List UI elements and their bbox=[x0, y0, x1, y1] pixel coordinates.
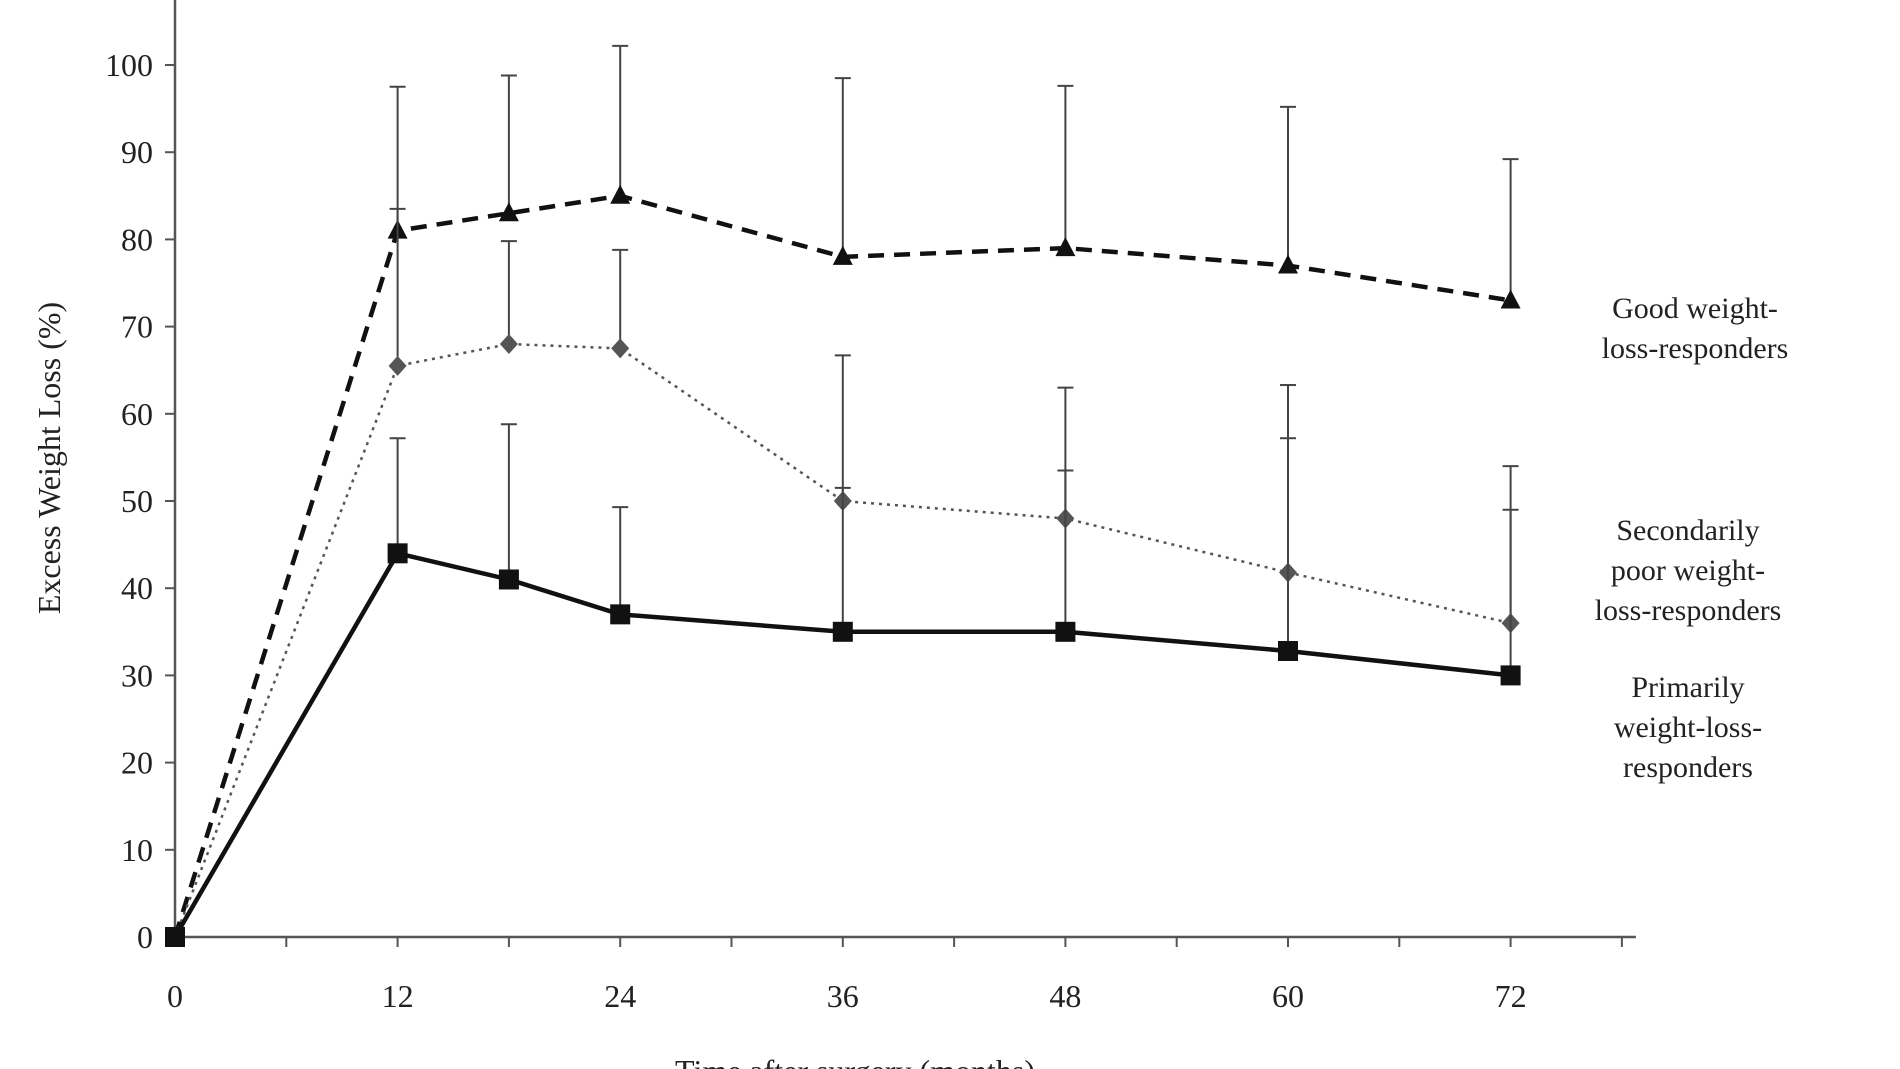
x-axis-title: Time after surgery (months) bbox=[675, 1053, 1035, 1069]
series-label-line: loss-responders bbox=[1602, 332, 1789, 365]
y-tick-label: 20 bbox=[121, 745, 153, 781]
series-line bbox=[173, 550, 1511, 939]
data-point-square bbox=[165, 927, 185, 947]
x-tick-label: 24 bbox=[604, 978, 636, 1014]
data-point-square bbox=[387, 543, 408, 564]
series-label: Primarily weight-loss-responders bbox=[1614, 671, 1762, 784]
data-point-triangle bbox=[610, 184, 631, 204]
data-point-square bbox=[832, 621, 853, 642]
x-tick-label: 36 bbox=[827, 978, 859, 1014]
series-label-line: weight-loss- bbox=[1614, 711, 1762, 744]
series-label-line: loss-responders bbox=[1595, 594, 1782, 627]
x-tick-label: 0 bbox=[167, 978, 183, 1014]
tick-labels: 0 10 20 30 40 50 60 70 80 90 100 0 12 24 36 48 60 72 bbox=[105, 47, 1527, 1014]
y-tick-label: 40 bbox=[121, 570, 153, 606]
x-tick-label: 12 bbox=[382, 978, 414, 1014]
x-tick-label: 48 bbox=[1049, 978, 1081, 1014]
y-tick-label: 100 bbox=[105, 47, 153, 83]
y-tick-label: 90 bbox=[121, 134, 153, 170]
y-tick-label: 60 bbox=[121, 396, 153, 432]
data-point-diamond bbox=[388, 355, 407, 376]
series-label-line: Secondarily bbox=[1616, 514, 1759, 547]
y-tick-label: 70 bbox=[121, 309, 153, 345]
y-tick-label: 80 bbox=[121, 221, 153, 257]
data-point-triangle bbox=[832, 245, 853, 265]
data-point-triangle bbox=[1055, 237, 1076, 257]
series-labels: Good weight-loss-responders Secondarily po… bbox=[1595, 292, 1789, 784]
data-point-triangle bbox=[1500, 289, 1521, 309]
y-tick-label: 50 bbox=[121, 483, 153, 519]
series-layer bbox=[165, 44, 1521, 947]
y-tick-label: 30 bbox=[121, 657, 153, 693]
data-point-square bbox=[610, 604, 631, 625]
y-axis-title: Excess Weight Loss (%) bbox=[31, 302, 67, 614]
x-tick-label: 60 bbox=[1272, 978, 1304, 1014]
data-point-diamond bbox=[499, 334, 518, 355]
data-point-triangle bbox=[498, 202, 519, 222]
series-line bbox=[172, 193, 1511, 938]
data-point-square bbox=[1055, 621, 1076, 642]
series-label-line: poor weight- bbox=[1611, 554, 1765, 587]
data-point-square bbox=[1278, 640, 1298, 661]
series-line bbox=[173, 342, 1511, 938]
series-label-line: responders bbox=[1623, 751, 1753, 784]
data-point-square bbox=[498, 569, 519, 590]
series-square bbox=[165, 423, 1521, 947]
series-label-line: Good weight- bbox=[1612, 292, 1778, 325]
data-point-triangle bbox=[1278, 254, 1298, 274]
series-label: Secondarily poor weight-loss-responders bbox=[1595, 514, 1782, 627]
x-tick-label: 72 bbox=[1495, 978, 1527, 1014]
axes bbox=[165, 0, 1636, 947]
y-tick-label: 0 bbox=[137, 919, 153, 955]
data-point-square bbox=[1500, 665, 1521, 686]
y-tick-label: 10 bbox=[121, 832, 153, 868]
data-point-diamond bbox=[611, 338, 630, 359]
series-label-line: Primarily bbox=[1631, 671, 1744, 704]
series-label: Good weight-loss-responders bbox=[1602, 292, 1789, 365]
